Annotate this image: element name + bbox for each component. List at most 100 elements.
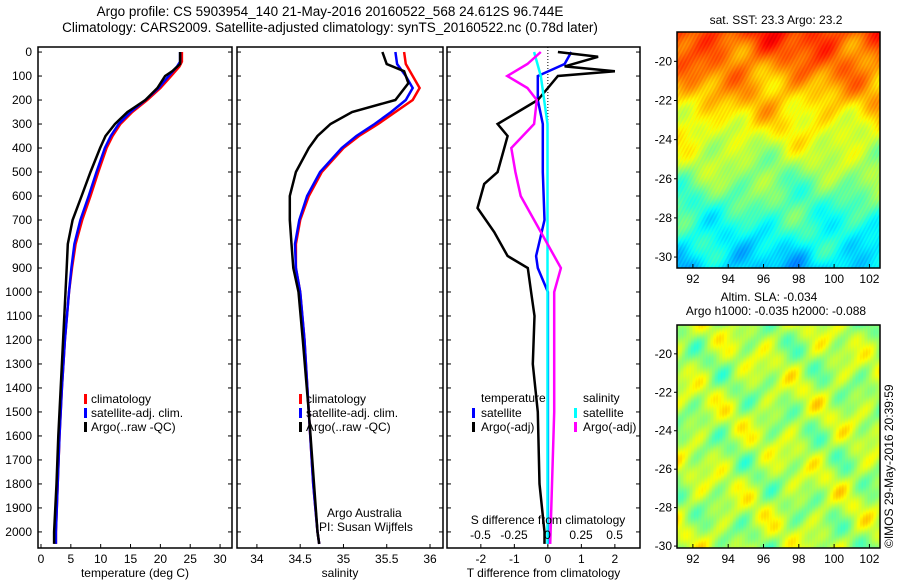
x-tick-label: 20 bbox=[154, 552, 168, 566]
panel-frame bbox=[37, 46, 233, 549]
legend-swatch bbox=[472, 422, 475, 432]
y-tick-label: 600 bbox=[12, 189, 32, 203]
x-tick-label: 0 bbox=[38, 552, 45, 566]
map-y-tick-label: -26 bbox=[655, 172, 673, 186]
map-x-tick-label: 92 bbox=[686, 272, 700, 286]
legend-swatch bbox=[574, 422, 577, 432]
x-tick-label: 15 bbox=[124, 552, 138, 566]
map-x-tick-label: 100 bbox=[824, 552, 844, 566]
x-tick-label: 35 bbox=[337, 552, 351, 566]
annotation-pi: PI: Susan Wijffels bbox=[319, 520, 413, 534]
map-x-tick-label: 94 bbox=[722, 272, 736, 286]
figure-title-line2: Climatology: CARS2009. Satellite-adjuste… bbox=[62, 20, 598, 35]
y-tick-label: 1900 bbox=[5, 501, 32, 515]
y-tick-label: 1000 bbox=[5, 285, 32, 299]
map-x-tick-label: 100 bbox=[824, 272, 844, 286]
map-y-tick-label: -28 bbox=[655, 211, 673, 225]
map-y-tick-label: -20 bbox=[655, 54, 673, 68]
annotation-argo-australia: Argo Australia bbox=[327, 506, 402, 520]
legend-header-temperature: temperature bbox=[481, 391, 546, 405]
legend-label: satellite bbox=[481, 406, 522, 420]
map-x-tick-label: 94 bbox=[722, 552, 736, 566]
sla-map-title-line1: Altim. SLA: -0.034 bbox=[721, 290, 818, 304]
series-line-satellite-adj-clim- bbox=[54, 52, 182, 544]
y-tick-label: 1100 bbox=[6, 309, 32, 323]
x-axis-label: temperature (deg C) bbox=[81, 566, 189, 580]
sla-map-title-line2: Argo h1000: -0.035 h2000: -0.088 bbox=[686, 304, 866, 318]
y-tick-label: 900 bbox=[12, 261, 32, 275]
y-tick-label: 2000 bbox=[5, 525, 32, 539]
x-tick-label: 36 bbox=[423, 552, 437, 566]
legend-swatch bbox=[299, 394, 302, 404]
map-y-tick-label: -26 bbox=[655, 462, 673, 476]
legend-header-salinity: salinity bbox=[583, 391, 620, 405]
series-line-climatology bbox=[294, 51, 422, 545]
y-tick-label: 400 bbox=[12, 141, 32, 155]
map-x-tick-label: 98 bbox=[792, 552, 806, 566]
y-tick-label: 1700 bbox=[5, 453, 32, 467]
y-tick-label: 200 bbox=[12, 93, 32, 107]
map-y-tick-label: -30 bbox=[655, 539, 673, 553]
map-y-tick-label: -30 bbox=[655, 250, 673, 264]
legend-label: satellite-adj. clim. bbox=[91, 406, 183, 420]
x-axis-label: salinity bbox=[322, 566, 359, 580]
map-y-tick-label: -24 bbox=[655, 424, 673, 438]
y-tick-label: 300 bbox=[12, 117, 32, 131]
y-tick-label: 0 bbox=[25, 45, 32, 59]
panel-frame bbox=[446, 46, 641, 549]
series-line-argo-raw-qc- bbox=[52, 52, 182, 544]
y-tick-label: 1800 bbox=[5, 477, 32, 491]
legend-label: Argo(..raw -QC) bbox=[306, 420, 391, 434]
legend-swatch bbox=[299, 422, 302, 432]
map-y-tick-label: -24 bbox=[655, 133, 673, 147]
s-axis-label: S difference from climatology bbox=[471, 513, 626, 527]
series-line-t-argo-adj- bbox=[476, 50, 616, 544]
sst-map bbox=[677, 32, 880, 268]
y-tick-label: 1500 bbox=[5, 405, 32, 419]
map-x-tick-label: 92 bbox=[686, 552, 700, 566]
map-frame bbox=[676, 31, 881, 269]
legend-label: climatology bbox=[91, 392, 151, 406]
map-x-tick-label: 98 bbox=[792, 272, 806, 286]
y-tick-label: 1200 bbox=[5, 333, 32, 347]
s-tick-label: 0.25 bbox=[569, 528, 593, 542]
map-y-tick-label: -20 bbox=[655, 347, 673, 361]
legend-swatch bbox=[84, 422, 87, 432]
map-x-tick-label: 96 bbox=[757, 552, 771, 566]
x-axis-label: T difference from climatology bbox=[467, 566, 621, 580]
credit-text: ©IMOS 29-May-2016 20:39:59 bbox=[882, 384, 896, 548]
legend-swatch bbox=[84, 408, 87, 418]
series-line-t-satellite bbox=[534, 51, 573, 544]
x-tick-label: 2 bbox=[612, 552, 619, 566]
x-tick-label: 25 bbox=[184, 552, 198, 566]
legend-label: Argo(-adj) bbox=[481, 420, 534, 434]
legend-label: satellite-adj. clim. bbox=[306, 406, 398, 420]
sst-map-title: sat. SST: 23.3 Argo: 23.2 bbox=[710, 13, 843, 27]
legend-label: climatology bbox=[306, 392, 366, 406]
map-y-tick-label: -22 bbox=[655, 93, 673, 107]
x-tick-label: -1 bbox=[509, 552, 520, 566]
y-tick-label: 700 bbox=[12, 213, 32, 227]
s-tick-label: 0 bbox=[544, 528, 551, 542]
x-tick-label: 34 bbox=[250, 552, 264, 566]
map-x-tick-label: 96 bbox=[757, 272, 771, 286]
figure-title-line1: Argo profile: CS 5903954_140 21-May-2016… bbox=[96, 4, 564, 19]
x-tick-label: 1 bbox=[578, 552, 585, 566]
legend-swatch bbox=[299, 408, 302, 418]
series-line-argo-raw-qc- bbox=[288, 51, 410, 545]
y-tick-label: 100 bbox=[12, 69, 32, 83]
map-y-tick-label: -28 bbox=[655, 501, 673, 515]
x-tick-label: 5 bbox=[67, 552, 74, 566]
x-tick-label: 35.5 bbox=[375, 552, 399, 566]
series-line-s-argo-adj- bbox=[504, 51, 563, 544]
legend-swatch bbox=[472, 408, 475, 418]
series-line-s-satellite bbox=[532, 51, 549, 544]
panel-frame bbox=[236, 46, 444, 549]
legend-label: Argo(-adj) bbox=[583, 420, 636, 434]
map-y-tick-label: -22 bbox=[655, 385, 673, 399]
legend-swatch bbox=[84, 394, 87, 404]
s-tick-label: -0.25 bbox=[500, 528, 528, 542]
s-tick-label: -0.5 bbox=[470, 528, 491, 542]
